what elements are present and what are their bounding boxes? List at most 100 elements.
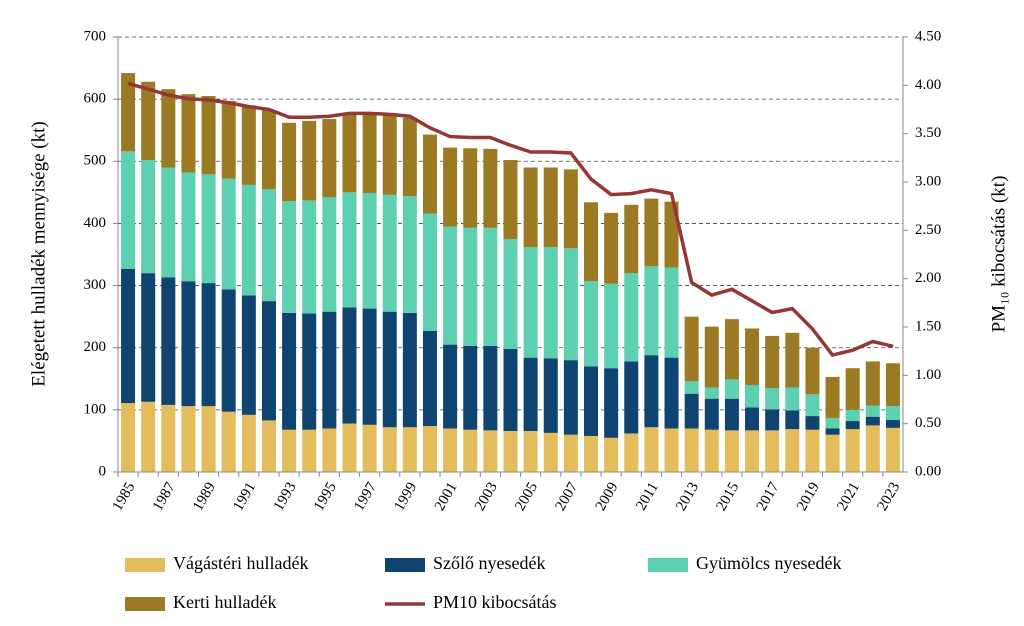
- bar-segment: [302, 313, 317, 430]
- bar-segment: [684, 316, 699, 382]
- bar-segment: [684, 428, 699, 472]
- bar-segment: [322, 119, 337, 198]
- x-tick-label: 2003: [472, 480, 501, 514]
- bar-segment: [241, 184, 256, 296]
- bar-segment: [443, 428, 458, 472]
- bar-segment: [161, 277, 176, 405]
- bar-segment: [543, 432, 558, 472]
- bar-segment: [624, 204, 639, 274]
- bar-segment: [604, 283, 619, 369]
- x-tick-label: 2019: [794, 480, 823, 514]
- bar-segment: [503, 238, 518, 349]
- bar-segment: [644, 198, 659, 267]
- bar-segment: [161, 89, 176, 168]
- bar-segment: [604, 437, 619, 472]
- bar-segment: [443, 344, 458, 429]
- bar-segment: [422, 330, 437, 427]
- bar-segment: [885, 363, 900, 407]
- bar-segment: [865, 416, 880, 426]
- bar-segment: [221, 178, 236, 290]
- y2-tick-label: 3.00: [915, 173, 941, 189]
- bar-segment: [704, 387, 719, 399]
- bar-segment: [201, 174, 216, 284]
- bar-segment: [885, 419, 900, 428]
- bar-segment: [765, 388, 780, 410]
- legend-swatch: [385, 558, 425, 572]
- y2-axis-title: PM₁₀ kibocsátás (kt): [988, 176, 1009, 333]
- bar-segment: [322, 197, 337, 312]
- bar-segment: [422, 134, 437, 214]
- bar-segment: [362, 308, 377, 425]
- x-tick-label: 1987: [150, 479, 179, 513]
- bar-segment: [523, 247, 538, 358]
- bar-segment: [584, 281, 599, 367]
- bar-segment: [342, 192, 357, 308]
- bar-segment: [302, 429, 317, 472]
- bar-segment: [865, 405, 880, 417]
- bar-segment: [523, 357, 538, 431]
- bar-segment: [241, 105, 256, 185]
- bar-segment: [322, 428, 337, 472]
- x-tick-label: 2011: [633, 480, 662, 514]
- x-tick-label: 1997: [351, 479, 380, 513]
- bar-segment: [805, 416, 820, 430]
- bar-segment: [885, 406, 900, 420]
- bar-segment: [584, 366, 599, 436]
- x-tick-label: 2015: [713, 480, 742, 514]
- bar-segment: [785, 332, 800, 388]
- bar-segment: [543, 167, 558, 248]
- y2-tick-label: 4.00: [915, 77, 941, 93]
- bar-segment: [342, 112, 357, 193]
- bar-segment: [563, 248, 578, 361]
- y-tick-label: 100: [84, 401, 107, 417]
- x-tick-label: 1991: [230, 480, 259, 514]
- bar-segment: [765, 409, 780, 431]
- bar-segment: [362, 112, 377, 193]
- legend-swatch: [125, 597, 165, 611]
- bar-segment: [704, 326, 719, 388]
- bar-segment: [845, 421, 860, 430]
- bar-segment: [181, 406, 196, 472]
- x-tick-label: 1999: [391, 480, 420, 514]
- bar-segment: [503, 430, 518, 472]
- bar-segment: [241, 414, 256, 472]
- bar-segment: [463, 429, 478, 472]
- bar-segment: [362, 424, 377, 472]
- bar-segment: [141, 273, 156, 402]
- x-tick-label: 2007: [552, 479, 581, 513]
- bar-segment: [805, 429, 820, 472]
- bar-segment: [523, 430, 538, 472]
- bar-segment: [282, 429, 297, 472]
- x-tick-label: 2009: [593, 480, 622, 514]
- bar-segment: [121, 268, 136, 404]
- bar-segment: [825, 434, 840, 472]
- bar-segment: [644, 355, 659, 428]
- y2-tick-label: 2.00: [915, 270, 941, 286]
- bar-segment: [382, 427, 397, 472]
- legend-label: Gyümölcs nyesedék: [696, 553, 841, 573]
- y2-tick-label: 4.50: [915, 28, 941, 44]
- bar-segment: [483, 430, 498, 472]
- bar-segment: [805, 347, 820, 395]
- y2-tick-label: 1.50: [915, 318, 941, 334]
- bar-segment: [443, 226, 458, 345]
- bar-segment: [221, 289, 236, 412]
- y2-tick-label: 1.00: [915, 367, 941, 383]
- x-tick-label: 2021: [834, 480, 863, 514]
- bar-segment: [825, 428, 840, 435]
- bar-segment: [382, 194, 397, 312]
- bar-segment: [865, 425, 880, 472]
- bar-segment: [181, 172, 196, 282]
- bar-segment: [664, 428, 679, 472]
- bar-segment: [402, 196, 417, 313]
- bar-segment: [382, 114, 397, 195]
- x-tick-label: 2017: [754, 479, 783, 513]
- bar-segment: [302, 200, 317, 314]
- bar-segment: [684, 381, 699, 394]
- bar-segment: [121, 151, 136, 269]
- y2-tick-label: 3.50: [915, 125, 941, 141]
- bar-segment: [644, 427, 659, 472]
- bar-segment: [865, 361, 880, 406]
